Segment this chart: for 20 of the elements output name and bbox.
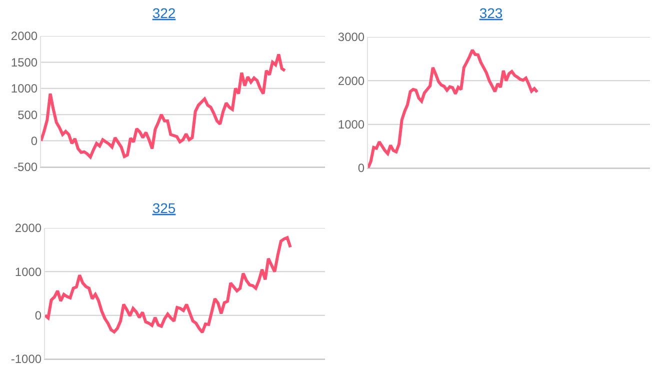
y-tick-label: 2000 xyxy=(10,29,38,44)
chart-title: 325 xyxy=(152,200,176,216)
chart-title: 322 xyxy=(152,4,176,21)
line-series xyxy=(45,236,292,334)
y-tick-label: -500 xyxy=(14,160,38,174)
y-tick-label: 1000 xyxy=(338,118,365,132)
y-tick-label: 0 xyxy=(358,161,365,176)
y-tick-label: 0 xyxy=(34,308,42,323)
y-tick-label: 2000 xyxy=(14,221,42,236)
chart-title: 323 xyxy=(479,4,503,21)
line-series xyxy=(368,48,539,168)
y-tick-label: 2000 xyxy=(338,74,365,88)
y-tick-label: 1500 xyxy=(10,55,38,70)
line-series xyxy=(41,52,286,159)
y-tick-label: 3000 xyxy=(338,30,365,44)
y-tick-label: -1000 xyxy=(10,352,42,366)
y-tick-label: 500 xyxy=(18,108,38,122)
y-tick-label: 0 xyxy=(30,134,38,148)
y-tick-label: 1000 xyxy=(10,82,38,96)
y-tick-label: 1000 xyxy=(14,264,42,279)
